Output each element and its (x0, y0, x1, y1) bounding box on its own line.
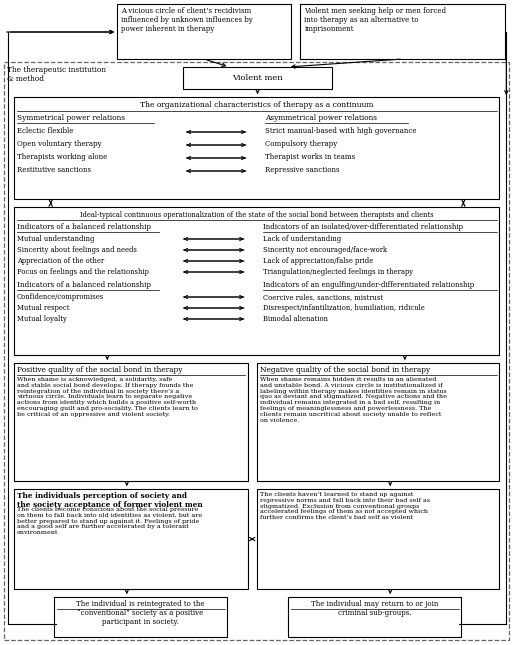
Text: Focus on feelings and the relationship: Focus on feelings and the relationship (17, 268, 148, 276)
Text: Strict manual-based with high governance: Strict manual-based with high governance (265, 127, 417, 135)
Text: Bimodal alienation: Bimodal alienation (264, 315, 328, 323)
Text: Confidence/compromises: Confidence/compromises (17, 293, 104, 301)
Text: The individual is reintegrated to the
“conventional” society as a positive
parti: The individual is reintegrated to the “c… (76, 600, 205, 626)
Bar (257, 363, 500, 481)
Text: Violent men: Violent men (232, 74, 283, 82)
Text: A vicious circle of client’s recidivism
influenced by unknown influences by
powe: A vicious circle of client’s recidivism … (121, 7, 253, 34)
Bar (288, 597, 461, 637)
Text: Mutual loyalty: Mutual loyalty (17, 315, 66, 323)
Text: Mutual respect: Mutual respect (17, 304, 69, 312)
Text: Disrespect/infantilization, humiliation, ridicule: Disrespect/infantilization, humiliation,… (264, 304, 425, 312)
Bar (14, 207, 500, 355)
Text: Indicators of a balanced relationship: Indicators of a balanced relationship (17, 281, 150, 289)
Bar (184, 67, 332, 89)
Text: The organizational characteristics of therapy as a continuum: The organizational characteristics of th… (140, 101, 373, 109)
Text: Repressive sanctions: Repressive sanctions (265, 166, 340, 174)
Text: The clients haven’t learned to stand up against
repressive norms and fall back i: The clients haven’t learned to stand up … (259, 492, 430, 521)
Text: Symmetrical power relations: Symmetrical power relations (17, 114, 125, 122)
Text: The individuals perception of society and
the society acceptance of former viole: The individuals perception of society an… (17, 492, 203, 509)
Text: Violent men seeking help or men forced
into therapy as an alternative to
impriso: Violent men seeking help or men forced i… (305, 7, 447, 34)
Text: Indicators of a balanced relationship: Indicators of a balanced relationship (17, 223, 150, 231)
Text: Eclectic flexible: Eclectic flexible (17, 127, 73, 135)
Text: Indicators of an engulfing/under-differentiated relationship: Indicators of an engulfing/under-differe… (264, 281, 474, 289)
Text: Therapist works in teams: Therapist works in teams (265, 153, 356, 161)
Text: Lack of understanding: Lack of understanding (264, 235, 341, 243)
Text: Positive quality of the social bond in therapy: Positive quality of the social bond in t… (17, 366, 182, 374)
Text: Therapists working alone: Therapists working alone (17, 153, 107, 161)
Text: The individual may return to or join
criminal sub-groups.: The individual may return to or join cri… (311, 600, 438, 617)
Text: Asymmetrical power relations: Asymmetrical power relations (265, 114, 377, 122)
Text: When shame remains hidden it results in an alienated
and unstable bond. A viciou: When shame remains hidden it results in … (259, 377, 447, 422)
Text: Appreciation of the other: Appreciation of the other (17, 257, 104, 265)
Bar (14, 97, 500, 199)
Bar (14, 489, 248, 589)
Text: The therapeutic institution
& method: The therapeutic institution & method (7, 66, 106, 83)
Text: The clients become conscious about the social pressure
on them to fall back into: The clients become conscious about the s… (17, 507, 202, 535)
Text: Ideal-typical continuous operationalization of the state of the social bond betw: Ideal-typical continuous operationalizat… (80, 211, 433, 219)
Text: Sincerity not encouraged/face-work: Sincerity not encouraged/face-work (264, 246, 388, 254)
Text: Compulsory therapy: Compulsory therapy (265, 140, 338, 148)
Text: Restitutive sanctions: Restitutive sanctions (17, 166, 90, 174)
Text: Mutual understanding: Mutual understanding (17, 235, 94, 243)
Text: Negative quality of the social bond in therapy: Negative quality of the social bond in t… (259, 366, 430, 374)
Text: Sincerity about feelings and needs: Sincerity about feelings and needs (17, 246, 136, 254)
Bar (117, 4, 291, 59)
Bar (54, 597, 227, 637)
Bar (257, 489, 500, 589)
Text: Indicators of an isolated/over-differentiated relationship: Indicators of an isolated/over-different… (264, 223, 463, 231)
Text: Coercive rules, sanctions, mistrust: Coercive rules, sanctions, mistrust (264, 293, 383, 301)
Text: Open voluntary therapy: Open voluntary therapy (17, 140, 101, 148)
Bar (4, 62, 509, 640)
Text: Triangulation/neglected feelings in therapy: Triangulation/neglected feelings in ther… (264, 268, 413, 276)
Text: Lack of appreciation/false pride: Lack of appreciation/false pride (264, 257, 373, 265)
Bar (300, 4, 505, 59)
Text: When shame is acknowledged, a solidarity, safe
and stable social bond develops. : When shame is acknowledged, a solidarity… (17, 377, 197, 417)
Bar (14, 363, 248, 481)
